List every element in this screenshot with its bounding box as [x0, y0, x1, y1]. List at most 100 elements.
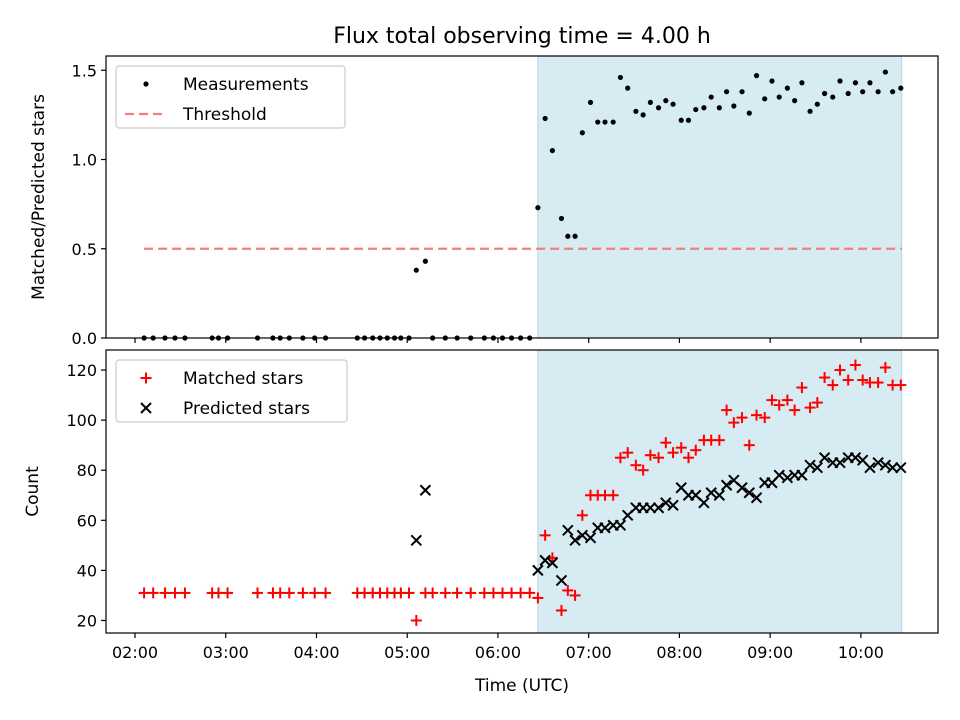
- legend-swatch: [143, 81, 149, 87]
- data-point: [576, 529, 589, 542]
- data-point: [898, 85, 904, 91]
- data-point: [569, 589, 581, 601]
- x-tick-label: 09:00: [747, 643, 793, 662]
- data-point: [451, 587, 463, 599]
- x-tick-label: 08:00: [656, 643, 702, 662]
- data-point: [814, 101, 820, 107]
- data-point: [652, 502, 665, 514]
- panel-ratio: 0.0 0.5 1.0 1.5 Matched/Predicted stars Measu…: [29, 55, 939, 348]
- data-point: [743, 487, 755, 499]
- data-point: [660, 497, 672, 509]
- data-point: [860, 89, 866, 95]
- y-tick-label: 1.0: [72, 151, 97, 170]
- data-point: [159, 587, 171, 599]
- data-point: [565, 233, 571, 239]
- data-point: [558, 215, 565, 222]
- y-tick-label: 20: [77, 611, 97, 630]
- data-point: [864, 462, 876, 474]
- x-axis-label: Time (UTC): [474, 676, 569, 696]
- legend: Measurements Threshold: [115, 65, 346, 129]
- y-tick-label: 0.5: [72, 240, 97, 259]
- data-point: [728, 417, 740, 429]
- data-point: [849, 451, 862, 464]
- data-point: [819, 372, 831, 384]
- panel-counts: 20 40 60 80 100 120 02:00 03:00 04:00 05:00 06:00 0…: [23, 349, 939, 696]
- data-point: [804, 459, 816, 471]
- data-point: [546, 557, 559, 569]
- data-point: [784, 85, 790, 91]
- data-point: [773, 469, 785, 481]
- data-point: [637, 464, 649, 476]
- data-point: [617, 74, 624, 81]
- data-point: [751, 409, 763, 421]
- data-point: [698, 497, 710, 509]
- data-point: [753, 73, 760, 79]
- data-point: [562, 524, 574, 537]
- x-tick-label: 07:00: [566, 643, 612, 662]
- data-point: [622, 447, 634, 459]
- data-point: [549, 147, 555, 154]
- data-point: [708, 94, 714, 100]
- data-point: [693, 106, 699, 113]
- legend-swatch: [140, 402, 152, 414]
- data-point: [663, 98, 669, 104]
- data-point: [644, 449, 656, 461]
- y-tick-label: 120: [66, 361, 97, 380]
- data-point: [830, 94, 836, 100]
- series-matched-stars: [138, 359, 907, 626]
- data-point: [781, 472, 794, 484]
- x-tick-label: 02:00: [112, 643, 158, 662]
- data-point: [602, 119, 608, 125]
- data-point: [576, 509, 588, 521]
- series-predicted-stars: [410, 451, 907, 587]
- data-point: [721, 404, 733, 416]
- data-point: [818, 451, 831, 464]
- data-point: [595, 119, 601, 125]
- data-point: [640, 112, 646, 118]
- data-point: [633, 108, 639, 114]
- data-point: [599, 522, 611, 534]
- x-tick-label: 06:00: [475, 643, 521, 662]
- data-point: [716, 105, 722, 111]
- data-point: [584, 532, 597, 544]
- data-point: [675, 442, 687, 454]
- data-point: [821, 90, 828, 97]
- data-point: [769, 78, 775, 84]
- data-point: [630, 459, 642, 471]
- data-point: [811, 462, 824, 474]
- data-point: [827, 379, 839, 391]
- data-point: [607, 489, 619, 501]
- y-axis-label: Count: [23, 466, 43, 517]
- data-point: [879, 459, 892, 471]
- data-point: [792, 98, 798, 104]
- data-point: [736, 412, 748, 424]
- data-point: [731, 103, 737, 109]
- data-point: [746, 110, 752, 116]
- data-point: [614, 452, 626, 464]
- data-point: [532, 592, 544, 604]
- data-point: [834, 364, 846, 376]
- data-point: [701, 105, 707, 111]
- data-point: [872, 456, 884, 469]
- legend-label: Measurements: [183, 75, 309, 95]
- y-tick-label: 1.5: [72, 61, 97, 80]
- data-point: [465, 587, 477, 599]
- data-point: [852, 80, 859, 86]
- data-point: [849, 359, 861, 371]
- x-tick-label: 03:00: [203, 643, 249, 662]
- legend-label: Matched stars: [183, 369, 303, 389]
- data-point: [625, 85, 631, 91]
- data-point: [439, 587, 451, 599]
- data-point: [799, 80, 805, 86]
- data-point: [610, 119, 616, 125]
- data-point: [773, 399, 785, 411]
- data-point: [309, 587, 321, 599]
- data-point: [555, 574, 568, 587]
- data-point: [539, 529, 551, 541]
- data-point: [685, 117, 692, 123]
- data-point: [587, 99, 594, 106]
- data-point: [834, 456, 846, 469]
- observing-window-shade: [537, 349, 903, 634]
- data-point: [252, 587, 264, 599]
